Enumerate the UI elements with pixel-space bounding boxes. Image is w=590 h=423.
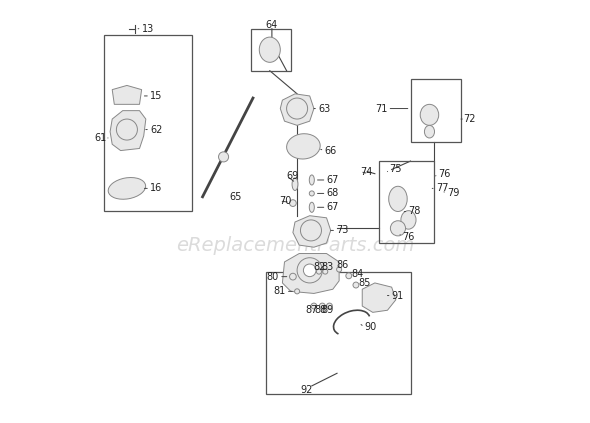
Text: 73: 73 <box>336 225 349 236</box>
Text: 16: 16 <box>150 184 162 193</box>
Polygon shape <box>293 216 331 247</box>
Bar <box>251 29 291 71</box>
Ellipse shape <box>287 98 307 119</box>
Ellipse shape <box>218 152 228 162</box>
Text: 78: 78 <box>408 206 421 217</box>
Bar <box>411 79 461 142</box>
Ellipse shape <box>389 186 407 212</box>
Ellipse shape <box>259 37 280 62</box>
Text: eReplacementParts.com: eReplacementParts.com <box>176 236 414 255</box>
Polygon shape <box>283 253 339 294</box>
Text: 13: 13 <box>142 24 154 34</box>
Text: 88: 88 <box>314 305 326 315</box>
Text: 76: 76 <box>402 232 415 242</box>
Text: 70: 70 <box>280 196 292 206</box>
Text: 79: 79 <box>447 187 460 198</box>
Ellipse shape <box>294 289 300 294</box>
Bar <box>379 161 434 243</box>
Text: 71: 71 <box>375 104 388 113</box>
Text: 63: 63 <box>318 104 330 113</box>
Text: 77: 77 <box>436 184 448 193</box>
Ellipse shape <box>303 264 316 277</box>
Ellipse shape <box>424 125 434 138</box>
Ellipse shape <box>309 202 314 212</box>
Text: 92: 92 <box>300 385 313 395</box>
Text: 65: 65 <box>230 192 242 202</box>
Ellipse shape <box>337 267 342 272</box>
Ellipse shape <box>319 303 325 309</box>
Text: 75: 75 <box>389 165 402 174</box>
Text: 15: 15 <box>150 91 162 101</box>
Ellipse shape <box>309 175 314 185</box>
Text: 85: 85 <box>359 278 371 288</box>
Text: 67: 67 <box>326 202 339 212</box>
Ellipse shape <box>300 220 322 241</box>
Text: 68: 68 <box>326 188 339 198</box>
Bar <box>104 35 192 212</box>
Text: 84: 84 <box>352 269 364 279</box>
Ellipse shape <box>290 273 296 280</box>
Polygon shape <box>112 85 142 104</box>
Text: 76: 76 <box>438 169 450 179</box>
Ellipse shape <box>287 134 320 159</box>
Ellipse shape <box>311 303 317 309</box>
Text: 64: 64 <box>266 19 278 30</box>
Polygon shape <box>362 283 396 312</box>
Text: 90: 90 <box>365 322 376 332</box>
Ellipse shape <box>391 221 405 236</box>
Ellipse shape <box>346 273 352 279</box>
Text: 80: 80 <box>267 272 279 282</box>
Text: 62: 62 <box>150 124 162 135</box>
Ellipse shape <box>323 269 328 274</box>
Text: 89: 89 <box>321 305 333 315</box>
Ellipse shape <box>108 178 146 199</box>
Ellipse shape <box>401 211 416 229</box>
Text: 61: 61 <box>94 133 106 143</box>
Text: 91: 91 <box>392 291 404 301</box>
Text: 82: 82 <box>313 262 326 272</box>
Ellipse shape <box>353 282 359 288</box>
Text: 72: 72 <box>463 114 476 124</box>
Ellipse shape <box>290 200 296 206</box>
Text: 86: 86 <box>336 260 349 270</box>
Ellipse shape <box>116 119 137 140</box>
Ellipse shape <box>309 191 314 196</box>
Text: 83: 83 <box>322 262 334 272</box>
Ellipse shape <box>292 178 298 190</box>
Text: 66: 66 <box>324 146 337 156</box>
Polygon shape <box>280 94 314 125</box>
Text: 74: 74 <box>360 167 372 176</box>
Text: 81: 81 <box>274 286 286 297</box>
Text: 67: 67 <box>326 175 339 185</box>
Text: 87: 87 <box>306 305 318 315</box>
Ellipse shape <box>316 269 322 274</box>
Ellipse shape <box>297 258 322 283</box>
Ellipse shape <box>326 303 332 309</box>
Ellipse shape <box>420 104 439 125</box>
Text: 69: 69 <box>287 171 299 181</box>
Polygon shape <box>110 111 146 151</box>
